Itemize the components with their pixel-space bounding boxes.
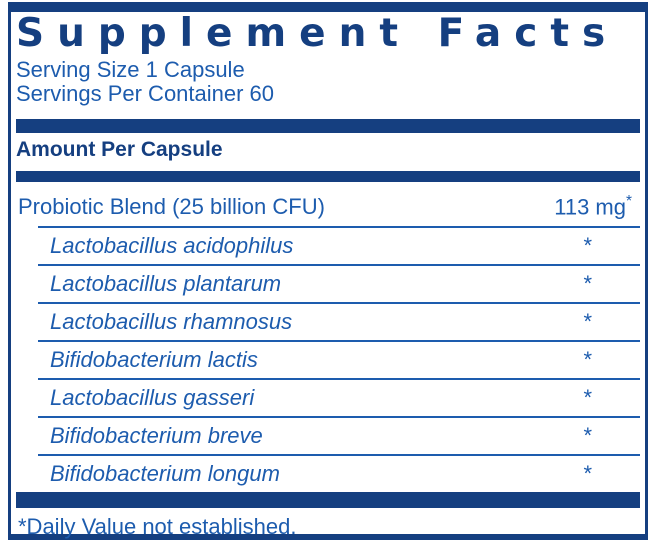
amount-per-capsule-header: Amount Per Capsule bbox=[16, 137, 223, 161]
serving-info: Serving Size 1 Capsule Servings Per Cont… bbox=[16, 56, 640, 106]
serving-size-text: Serving Size 1 Capsule bbox=[16, 56, 245, 82]
ingredient-name: Bifidobacterium lactis bbox=[50, 347, 258, 373]
ingredient-name: Bifidobacterium longum bbox=[50, 461, 280, 487]
daily-value-asterisk: * bbox=[583, 461, 592, 487]
daily-value-asterisk: * bbox=[583, 309, 592, 335]
daily-value-asterisk: * bbox=[583, 271, 592, 297]
section-divider-bar bbox=[16, 118, 640, 133]
blend-amount: 113 mg* bbox=[554, 190, 632, 219]
blend-name: Probiotic Blend (25 billion CFU) bbox=[18, 194, 325, 220]
ingredient-name: Lactobacillus gasseri bbox=[50, 385, 255, 411]
daily-value-asterisk: * bbox=[583, 385, 592, 411]
section-divider-bar bbox=[16, 170, 640, 182]
ingredient-name: Bifidobacterium breve bbox=[50, 423, 263, 449]
ingredient-list: Lactobacillus acidophilus * Lactobacillu… bbox=[16, 226, 640, 492]
ingredient-name: Lactobacillus acidophilus bbox=[50, 233, 294, 259]
blend-amount-value: 113 mg bbox=[554, 194, 626, 220]
supplement-facts-label: Supplement Facts Serving Size 1 Capsule … bbox=[8, 2, 648, 540]
section-divider-bar bbox=[16, 492, 640, 509]
ingredient-row: Bifidobacterium breve * bbox=[38, 416, 640, 454]
label-title: Supplement Facts bbox=[16, 11, 619, 56]
daily-value-asterisk: * bbox=[626, 192, 632, 210]
ingredient-row: Bifidobacterium longum * bbox=[38, 454, 640, 492]
ingredient-row: Lactobacillus acidophilus * bbox=[38, 226, 640, 264]
footnote-text: *Daily Value not established. bbox=[18, 514, 297, 540]
ingredient-row: Bifidobacterium lactis * bbox=[38, 340, 640, 378]
daily-value-asterisk: * bbox=[583, 423, 592, 449]
ingredient-row: Lactobacillus gasseri * bbox=[38, 378, 640, 416]
daily-value-asterisk: * bbox=[583, 233, 592, 259]
ingredient-row: Lactobacillus plantarum * bbox=[38, 264, 640, 302]
daily-value-asterisk: * bbox=[583, 347, 592, 373]
servings-per-container-text: Servings Per Container 60 bbox=[16, 80, 275, 106]
ingredient-row: Lactobacillus rhamnosus * bbox=[38, 302, 640, 340]
ingredient-name: Lactobacillus plantarum bbox=[50, 271, 282, 297]
blend-row: Probiotic Blend (25 billion CFU) 113 mg* bbox=[16, 182, 640, 226]
ingredient-name: Lactobacillus rhamnosus bbox=[50, 309, 293, 335]
